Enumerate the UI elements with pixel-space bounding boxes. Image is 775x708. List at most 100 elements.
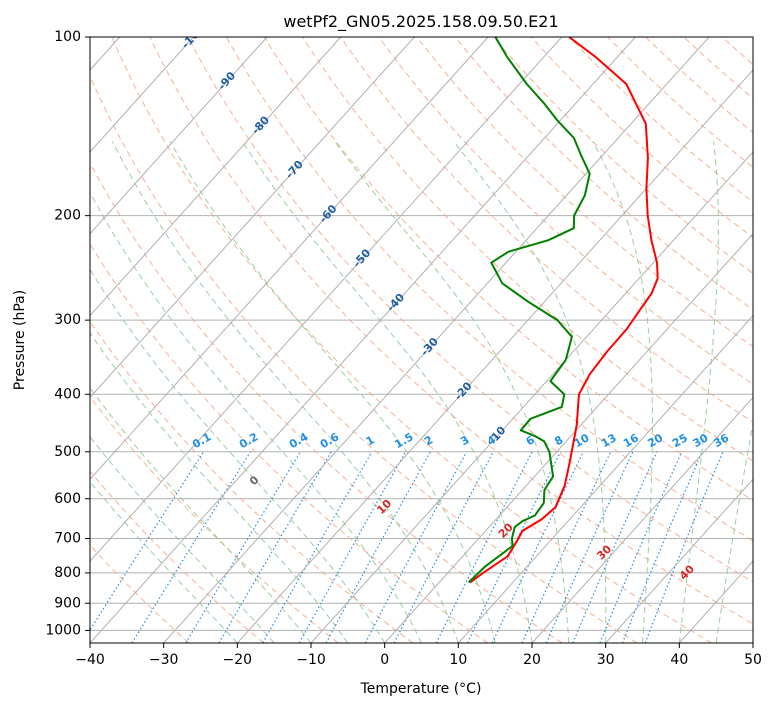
x-tick-label: 50	[744, 652, 762, 668]
isotherm-line	[90, 37, 563, 562]
mixing-ratio-line	[185, 451, 302, 643]
dry-adiabat-line	[530, 37, 753, 239]
mixing-ratio-line	[644, 451, 724, 643]
mixing-ratio-label: 3	[458, 433, 471, 448]
mixing-ratio-line	[131, 451, 252, 643]
plot-area: -100-90-80-70-60-50-40-30-20-100.1 0.2 0.4…	[90, 37, 753, 643]
moist-adiabat-line	[334, 141, 570, 643]
isotherm-line	[678, 560, 753, 643]
moist-adiabat-line	[453, 141, 607, 643]
mixing-ratio-line	[599, 451, 683, 643]
dry-adiabat-line	[90, 75, 638, 643]
x-tick-label: −10	[296, 652, 326, 668]
moist-adiabat-line	[678, 141, 719, 643]
mixing-ratio-line	[90, 451, 205, 632]
mixing-ratio-line	[545, 451, 634, 643]
moist-adiabat-line	[169, 141, 496, 643]
x-axis-title: Temperature (°C)	[360, 681, 482, 697]
moist-adiabat-label: 30	[594, 542, 614, 562]
dry-adiabat-line	[90, 242, 488, 643]
isotherm-line	[531, 396, 753, 643]
mixing-ratio-label: 8	[552, 433, 565, 448]
dry-adiabat-line	[721, 37, 753, 66]
isotherm-line	[90, 37, 268, 235]
mixing-ratio-label: 0.1	[190, 430, 213, 451]
y-axis: 1000 900 800 700 600 500 400 300 200 100	[45, 29, 90, 638]
moist-adiabat-line	[111, 141, 459, 643]
mixing-ratio-line	[572, 451, 658, 643]
mixing-ratio-label: 1	[364, 433, 377, 448]
dry-adiabat-line	[111, 37, 712, 643]
x-axis: −40 −30 −20 −10 0 10 20 30 40 50	[75, 643, 762, 668]
dry-adiabats	[90, 37, 753, 643]
plot-frame	[89, 36, 754, 644]
moist-adiabat-line	[90, 386, 312, 643]
moist-adiabat-line	[592, 141, 653, 643]
mixing-ratio-line	[466, 451, 562, 643]
isotherms	[90, 37, 753, 643]
y-tick-label: 1000	[45, 622, 81, 638]
mixing-ratio-label: 25	[670, 431, 690, 450]
x-tick-label: −20	[223, 652, 253, 668]
mixing-ratio-lines	[90, 451, 724, 643]
moist-adiabat-line	[715, 420, 753, 643]
dry-adiabat-line	[225, 37, 753, 542]
y-axis-title: Pressure (hPa)	[12, 290, 28, 390]
isotherm-line	[752, 642, 753, 643]
dry-adiabat-line	[645, 37, 753, 134]
mixing-ratio-label: 13	[599, 431, 619, 450]
isotherm-line	[605, 478, 753, 643]
chart-title: wetPf2_GN05.2025.158.09.50.E21	[283, 12, 558, 32]
moist-adiabat-line	[90, 331, 349, 643]
mixing-ratio-line	[262, 451, 373, 643]
x-tick-label: 10	[449, 652, 467, 668]
isotherm-line	[90, 37, 636, 643]
x-tick-label: −30	[149, 652, 179, 668]
y-tick-label: 700	[54, 531, 81, 547]
dry-adiabat-line	[149, 37, 753, 625]
isotherm-line	[384, 232, 753, 643]
dry-adiabat-line	[90, 320, 414, 643]
y-tick-label: 900	[54, 595, 81, 611]
isotherm-line	[236, 69, 753, 643]
mixing-ratio-label: 0.4	[287, 430, 311, 451]
x-tick-label: 0	[380, 652, 389, 668]
dry-adiabat-line	[454, 37, 753, 311]
mixing-ratio-label: 16	[621, 431, 641, 450]
mixing-ratio-label: 0.2	[237, 430, 260, 451]
moist-adiabat-line	[242, 141, 533, 643]
dry-adiabat-line	[263, 37, 753, 502]
mixing-ratio-line	[298, 451, 407, 643]
isotherm-line	[457, 314, 753, 643]
isotherm-line	[90, 37, 489, 481]
isotherm-line	[90, 37, 415, 399]
isotherm-line	[90, 37, 342, 317]
y-tick-label: 600	[54, 491, 81, 507]
dewpoint-line	[468, 37, 591, 584]
temperature-line	[469, 37, 659, 584]
x-tick-label: 40	[670, 652, 688, 668]
dry-adiabat-line	[416, 37, 753, 348]
mixing-ratio-line	[364, 451, 468, 643]
pressure-gridlines	[90, 37, 753, 631]
x-tick-label: 20	[523, 652, 541, 668]
dry-adiabat-line	[90, 396, 339, 643]
dry-adiabat-line	[492, 37, 753, 274]
mixing-ratio-label: 0.6	[318, 430, 342, 451]
dry-adiabat-line	[378, 37, 753, 385]
mixing-ratio-line	[621, 451, 703, 643]
moist-adiabats	[90, 141, 753, 643]
x-tick-label: −40	[75, 652, 105, 668]
mixing-ratio-label: 2	[422, 433, 435, 448]
mixing-ratio-line	[491, 451, 584, 643]
y-tick-label: 300	[54, 312, 81, 328]
y-tick-label: 100	[54, 29, 81, 45]
isotherm-line	[163, 37, 710, 643]
y-tick-label: 400	[54, 386, 81, 402]
y-tick-label: 500	[54, 444, 81, 460]
y-tick-label: 200	[54, 208, 81, 224]
dry-adiabat-line	[90, 470, 264, 643]
dry-adiabat-line	[683, 37, 753, 99]
mixing-ratio-line	[435, 451, 533, 643]
